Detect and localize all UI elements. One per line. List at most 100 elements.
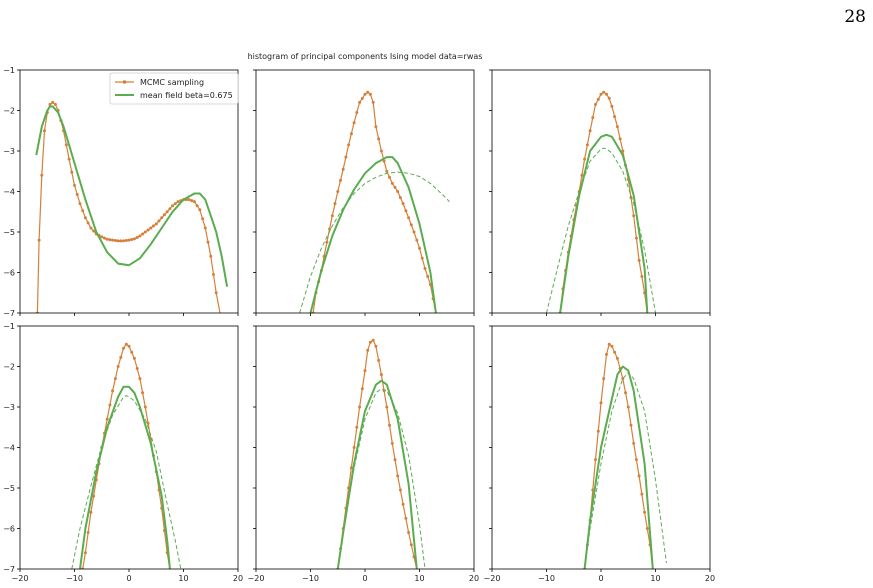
mcmc-point — [412, 230, 416, 234]
mcmc-point — [349, 466, 353, 470]
mcmc-point — [610, 104, 614, 108]
mcmc-point — [203, 226, 207, 230]
mcmc-point — [127, 238, 131, 242]
mcmc-point — [73, 183, 76, 187]
panel-3-series — [546, 90, 656, 313]
legend-entry-mean-field: mean field beta=0.675 — [140, 91, 233, 100]
mcmc-point — [358, 405, 362, 409]
mcmc-point — [103, 236, 106, 240]
mcmc-point — [111, 389, 115, 393]
mcmc-point — [195, 204, 199, 208]
legend: MCMC sampling mean field beta=0.675 — [109, 72, 239, 105]
mcmc-point — [418, 246, 421, 250]
mcmc-point — [341, 167, 345, 171]
mcmc-point — [404, 516, 408, 520]
figure-title: histogram of principal components Ising … — [247, 52, 483, 61]
mcmc-point — [171, 204, 175, 208]
x-tick-label: 10 — [178, 574, 188, 583]
mcmc-point — [190, 199, 194, 203]
mcmc-point — [152, 224, 155, 228]
y-tick-label: −2 — [3, 107, 15, 116]
mcmc-point — [40, 173, 44, 177]
mcmc-point — [363, 92, 367, 96]
mcmc-point — [585, 143, 589, 147]
mcmc-point — [607, 96, 611, 100]
mcmc-point — [116, 365, 120, 368]
mcmc-point — [385, 169, 389, 173]
mcmc-point — [366, 348, 370, 352]
mcmc-point — [92, 494, 96, 498]
dashed-line-panel-2 — [299, 171, 450, 313]
mcmc-point — [632, 441, 636, 445]
mcmc-point — [382, 159, 386, 163]
mcmc-point — [640, 275, 644, 278]
mcmc-point — [360, 96, 364, 100]
mcmc-point — [352, 121, 356, 125]
mcmc-point — [583, 157, 587, 161]
mcmc-point — [626, 405, 630, 409]
mcmc-point — [388, 175, 391, 179]
mcmc-point — [122, 239, 125, 243]
mcmc-point — [157, 219, 161, 223]
mcmc-point — [176, 200, 180, 204]
mcmc-point — [192, 200, 196, 204]
x-tick-label: 20 — [233, 574, 243, 583]
mcmc-point — [154, 222, 158, 226]
mcmc-point — [613, 115, 617, 119]
x-tick-label: 0 — [598, 574, 603, 583]
mcmc-point — [214, 291, 218, 295]
legend-mcmc-marker — [122, 80, 127, 84]
mcmc-point — [201, 217, 205, 221]
mcmc-point — [124, 239, 128, 242]
mcmc-point — [138, 234, 142, 238]
mcmc-point — [135, 236, 139, 239]
panel-2-series — [299, 90, 450, 313]
mcmc-point — [187, 198, 191, 202]
mcmc-point — [37, 238, 41, 242]
mean-field-line-panel-2 — [309, 156, 437, 313]
mcmc-line-panel-2 — [312, 91, 437, 313]
panel-4: −1 −2 −3 −4 −5 −6 −7−20 −10 0 10 20 — [3, 322, 243, 583]
mcmc-point — [51, 100, 55, 104]
mcmc-point — [607, 342, 611, 346]
mcmc-point — [605, 92, 608, 96]
panel-frame — [255, 69, 475, 314]
mcmc-point — [344, 155, 348, 159]
mcmc-point — [374, 125, 378, 129]
mcmc-point — [105, 237, 109, 241]
mcmc-point — [599, 401, 603, 405]
x-tick-label: −10 — [302, 574, 319, 583]
mcmc-point — [355, 111, 359, 114]
mcmc-point — [602, 377, 606, 381]
mcmc-point — [67, 157, 71, 161]
mcmc-point — [143, 230, 147, 234]
mcmc-point — [580, 173, 584, 177]
y-tick-label: −4 — [3, 444, 15, 453]
mcmc-point — [336, 190, 340, 193]
mcmc-point — [333, 202, 337, 206]
mcmc-point — [379, 149, 383, 153]
mcmc-point — [124, 342, 128, 346]
mcmc-point — [119, 355, 123, 359]
mcmc-point — [398, 196, 402, 200]
mcmc-point — [637, 258, 641, 262]
panel-2 — [253, 69, 475, 316]
mcmc-point — [393, 185, 397, 189]
mcmc-point — [352, 446, 356, 449]
dashed-line-panel-4 — [71, 395, 182, 569]
mcmc-point — [89, 226, 93, 230]
mcmc-point — [423, 267, 427, 270]
mcmc-point — [198, 208, 202, 212]
panel-frame — [19, 325, 239, 570]
mcmc-point — [407, 216, 411, 220]
mcmc-point — [143, 405, 147, 409]
mcmc-point — [396, 190, 400, 193]
mcmc-point — [347, 143, 351, 147]
mcmc-point — [404, 209, 408, 213]
panel-4-series — [71, 342, 182, 569]
mcmc-point — [360, 387, 364, 391]
mcmc-point — [594, 102, 597, 106]
x-tick-label: −10 — [66, 574, 83, 583]
mcmc-point — [100, 235, 104, 239]
mcmc-point — [212, 273, 215, 276]
